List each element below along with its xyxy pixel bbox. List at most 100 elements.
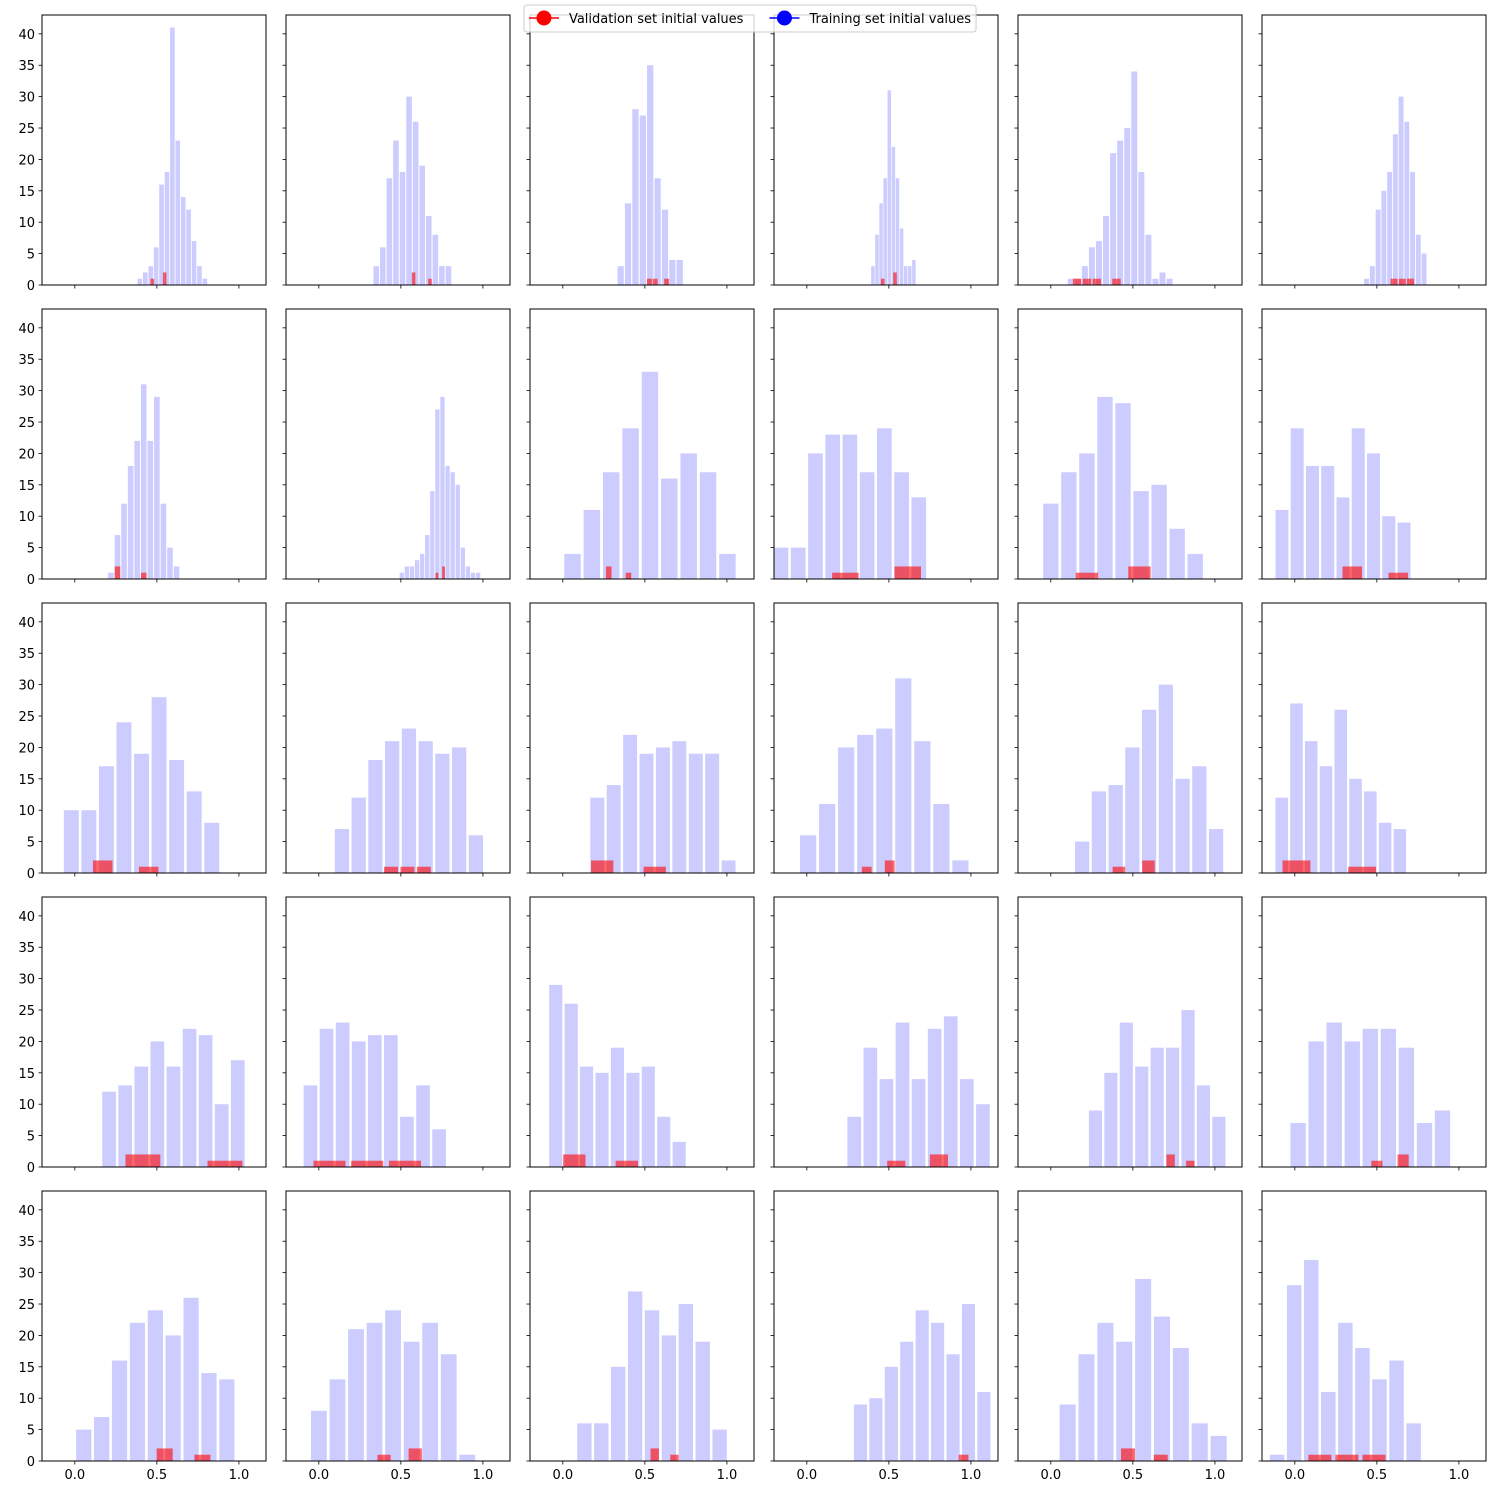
histogram-bar [1336,497,1350,579]
y-tick-label: 15 [18,1067,35,1082]
y-tick-label: 15 [18,479,35,494]
y-tick-label: 0 [27,1455,35,1470]
y-tick-label: 40 [18,322,35,337]
axes-background [42,309,266,579]
subplot: 0.0 0.5 1.0 [770,1190,999,1483]
histogram-bar [351,1041,366,1167]
histogram-bar [134,753,149,873]
legend-box [523,4,977,33]
histogram-bar [138,866,159,873]
histogram-bar [927,1028,942,1167]
axes-background [42,897,266,1167]
histogram-bar [173,566,180,579]
bars [1059,1278,1227,1461]
histogram-bar [1112,278,1121,285]
histogram-bar [439,266,445,285]
y-tick-label: 5 [27,542,35,557]
histogram-bar [887,1160,906,1167]
histogram-bar [134,1066,149,1167]
histogram-bar [377,1454,391,1461]
axes-background [286,309,510,579]
histogram-bar [884,860,895,873]
histogram-bar [140,572,147,579]
histogram-bar [1061,472,1077,579]
legend-label: Validation set initial values [569,12,744,27]
histogram-bar [151,697,167,873]
histogram-bar [857,734,874,873]
histogram-bar [952,860,969,873]
y-tick-label: 20 [18,1329,35,1344]
subplot [282,308,511,583]
y-tick-label: 10 [18,804,35,819]
histogram-bar [672,741,687,873]
y-tick-label: 30 [18,1267,35,1282]
histogram-bar [912,259,916,285]
histogram-bar [1133,491,1149,579]
histogram-bar [1334,709,1348,873]
histogram-bar [893,272,897,285]
x-tick-label: 1.0 [473,1468,494,1483]
bars [1269,1260,1421,1461]
axes-background [530,15,754,285]
histogram-bar [946,1354,960,1461]
histogram-bar [859,472,875,579]
subplot: 0 5 10 15 20 25 30 35 40 [18,896,267,1176]
histogram-bar [1152,278,1159,285]
subplot [1258,14,1487,289]
histogram-bar [606,785,621,873]
histogram-bar [1079,453,1095,579]
axes-background [1262,1191,1486,1461]
y-tick-label: 40 [18,28,35,43]
histogram-bar [148,266,154,285]
histogram-bar [1175,778,1190,873]
y-tick-label: 20 [18,741,35,756]
histogram-bar [800,835,817,873]
x-tick-label: 1.0 [1449,1468,1470,1483]
histogram-bar [1142,860,1155,873]
histogram-bar [959,1079,974,1167]
histogram-bar [641,371,659,579]
histogram-bar [676,259,683,285]
histogram-bar [1397,1154,1409,1167]
histogram-bar [156,1448,173,1461]
histogram-bar [160,503,167,579]
axes-background [774,897,998,1167]
histogram-bar [147,440,154,579]
histogram-bar [442,566,445,579]
histogram-bar [1091,791,1107,873]
axes-frame [41,1190,267,1462]
bars [76,1297,235,1461]
histogram-bar [1210,1435,1227,1461]
histogram-bar [564,553,581,579]
histogram-bar [435,409,440,579]
histogram-bar [165,1335,181,1461]
y-tick-label: 20 [18,447,35,462]
histogram-bar [459,1454,476,1461]
axes-frame [41,308,267,580]
histogram-bar [367,1035,382,1167]
bars [303,1022,446,1167]
axes-background [530,309,754,579]
histogram-bar [678,1304,693,1461]
histogram-bar [102,1091,116,1167]
histogram-bar [129,1322,146,1461]
subplot [770,14,999,289]
bars [853,1304,991,1461]
x-tick-label: 0.0 [1040,1468,1061,1483]
histogram-bar [1415,234,1421,285]
histogram-bar [895,1022,910,1167]
histogram-bar [1166,1154,1175,1167]
axes-frame [285,1190,511,1462]
subplot: 0 5 10 15 20 25 30 35 40 [18,308,267,588]
axes-frame [1017,308,1243,580]
bars [577,1291,727,1461]
histogram-bar [894,472,909,579]
histogram-bar [1125,747,1140,873]
histogram-bar [1362,1028,1378,1167]
histogram-bar [460,547,465,579]
histogram-bar [876,728,893,873]
histogram-bar [416,866,431,873]
histogram-bar [887,90,892,285]
histogram-bar [1378,822,1392,873]
histogram-bar [650,1448,659,1461]
